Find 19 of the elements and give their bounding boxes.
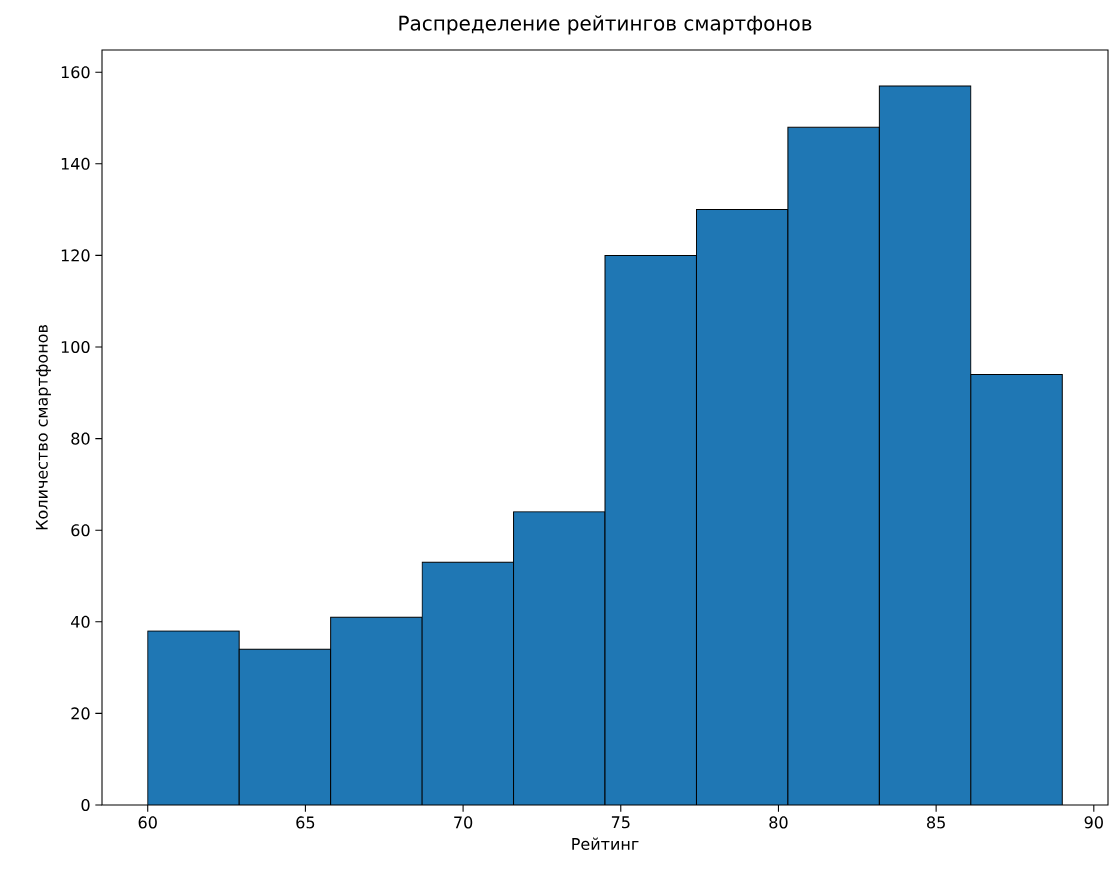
x-tick-label: 80 — [769, 816, 788, 829]
y-tick-label: 20 — [71, 707, 90, 720]
x-tick-label: 70 — [454, 816, 473, 829]
y-tick-label: 40 — [71, 615, 90, 628]
y-tick-label: 120 — [61, 249, 90, 262]
x-tick-label: 75 — [611, 816, 630, 829]
y-tick-label: 100 — [61, 340, 90, 354]
x-tick-label: 60 — [138, 816, 157, 829]
y-tick-label: 160 — [61, 66, 90, 79]
y-tick-label: 60 — [71, 524, 90, 537]
chart-title: Распределение рейтингов смартфонов — [399, 15, 812, 35]
x-tick-label: 90 — [1084, 816, 1103, 829]
x-tick-label: 65 — [296, 816, 315, 829]
x-axis-title: Рейтинг — [572, 837, 639, 850]
x-tick-label: 85 — [927, 816, 945, 829]
y-tick-label: 0 — [81, 798, 90, 812]
y-tick-label: 80 — [71, 432, 90, 445]
y-axis-title: Количество смартфонов — [35, 325, 51, 530]
y-tick-label: 140 — [61, 157, 90, 170]
